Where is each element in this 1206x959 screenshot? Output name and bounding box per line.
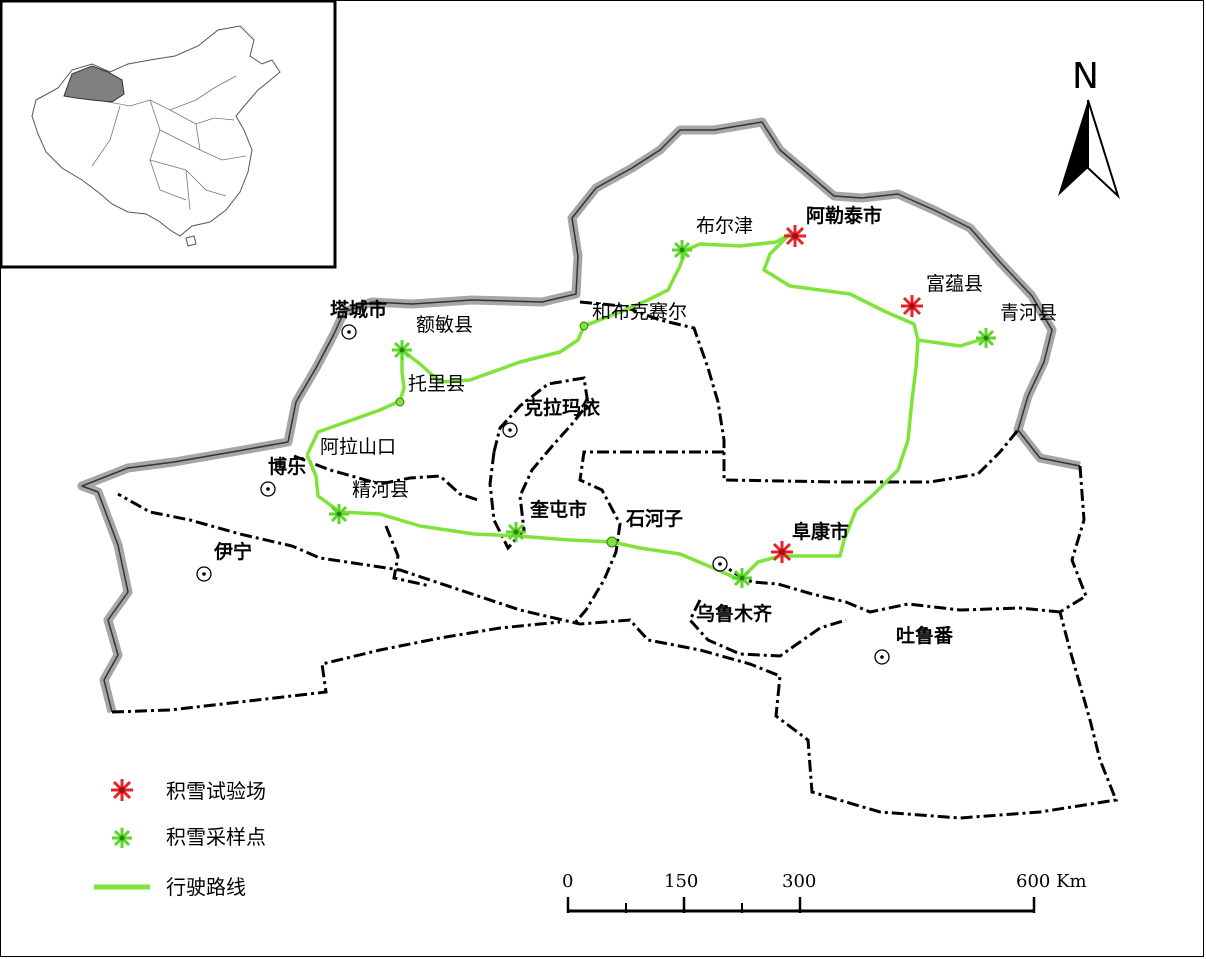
county-boundaries (111, 300, 1119, 820)
label-bole: 博乐 (268, 455, 306, 478)
city-dot-icon (712, 556, 728, 572)
label-kuitun: 奎屯市 (529, 498, 587, 521)
green-asterisk-icon (730, 566, 754, 590)
label-aletai: 阿勒泰市 (806, 204, 882, 227)
city-dot-icon (874, 649, 890, 665)
green-asterisk-icon (504, 520, 528, 544)
label-alashankou: 阿拉山口 (320, 436, 396, 458)
label-qinghe: 青河县 (1000, 302, 1057, 324)
label-yining: 伊宁 (213, 540, 252, 563)
city-dot-icon (502, 422, 518, 438)
green-asterisk-icon (390, 338, 414, 362)
legend-route: 行驶路线 (166, 875, 246, 899)
legend-test-site: 积雪试验场 (166, 779, 266, 803)
green-asterisk-icon (670, 238, 694, 262)
label-kelamayi: 克拉玛依 (524, 396, 601, 419)
label-hebukesaier: 和布克赛尔 (592, 301, 687, 323)
scale-tick-600: 600 Km (1016, 871, 1087, 892)
scale-tick-150: 150 (664, 871, 698, 892)
red-asterisk-icon (769, 539, 795, 565)
legend-sample-point: 积雪采样点 (166, 825, 266, 849)
inset-hainan (185, 235, 197, 247)
label-jinghe: 精河县 (352, 479, 409, 501)
red-asterisk-icon (109, 777, 135, 803)
north-arrow: N (1058, 56, 1121, 200)
label-buerjin: 布尔津 (696, 215, 753, 237)
north-label: N (1072, 56, 1099, 97)
green-asterisk-icon (974, 326, 998, 350)
label-emin: 额敏县 (416, 314, 473, 336)
city-dot-icon (196, 566, 212, 582)
scale-bar: 0 150 300 600 Km (562, 871, 1087, 913)
label-fuyun: 富蕴县 (926, 273, 983, 295)
label-wulumuqi: 乌鲁木齐 (696, 602, 773, 625)
inset-map (0, 0, 337, 269)
scale-tick-0: 0 (562, 871, 573, 892)
route-node-hebukesaier (579, 321, 589, 331)
city-dot-icon (260, 481, 276, 497)
label-shihezi: 石河子 (625, 508, 683, 530)
label-tuoli: 托里县 (408, 373, 465, 395)
green-asterisk-icon (110, 826, 134, 850)
city-dot-icon (341, 324, 357, 340)
green-asterisk-icon (327, 502, 351, 526)
legend: 积雪试验场 积雪采样点 行驶路线 (94, 777, 266, 899)
red-asterisk-icon (899, 293, 925, 319)
label-fukang: 阜康市 (792, 520, 849, 543)
inset-province-lines (91, 75, 247, 211)
route-node-shihezi (606, 536, 618, 548)
route-node-tuoli (395, 397, 405, 407)
label-tacheng: 塔城市 (330, 298, 387, 321)
label-tulufan: 吐鲁番 (896, 624, 954, 647)
inset-xinjiang-highlight (63, 65, 125, 103)
scale-tick-300: 300 (782, 871, 816, 892)
red-asterisk-icon (782, 223, 808, 249)
